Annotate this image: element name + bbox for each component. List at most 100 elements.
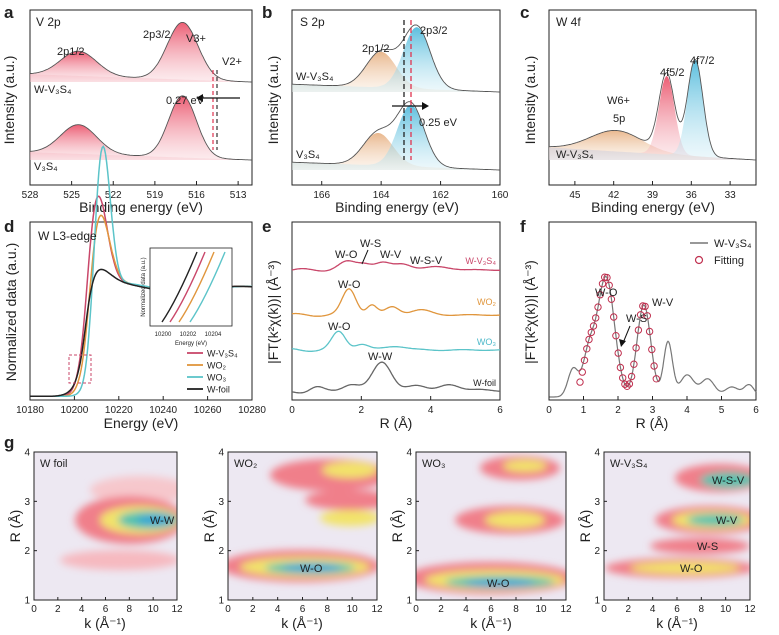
peak-fills-b [292, 27, 500, 170]
tick-label: 160 [492, 190, 509, 201]
tick-label: 2 [615, 405, 621, 416]
fit-point [607, 295, 616, 303]
x-ticks-f: 0 1 2 3 4 5 6 [546, 396, 759, 416]
tick-label: 8 [127, 604, 133, 615]
fit-point [634, 326, 643, 334]
y-axis-title-g1: R (Å) [7, 510, 23, 543]
label-4f52: 4f5/2 [660, 67, 684, 79]
series-label-e-wo3: WO₃ [477, 337, 496, 347]
series-label-b-wv3s4: W-V₃S₄ [296, 71, 334, 83]
plot-frame-b [291, 9, 501, 186]
inset-y-title: Normalized data (a.u.) [141, 257, 147, 316]
fit-point [616, 363, 625, 372]
tick-label: 12 [371, 604, 383, 615]
tick-label: 525 [63, 190, 80, 201]
panel-label-e: e [262, 217, 271, 236]
x-axis-title-e: R (Å) [380, 415, 413, 431]
tick-label: 0 [413, 604, 419, 615]
fit-point [645, 327, 654, 336]
tick-label: 6 [674, 604, 680, 615]
tick-label: 5 [719, 405, 725, 416]
tick-label: 2 [438, 604, 444, 615]
tick-label: 3 [406, 497, 412, 508]
label-v2: V2+ [222, 56, 242, 68]
envelope-V3S4 [29, 95, 252, 161]
x-axis-title-a: Binding energy (eV) [79, 199, 203, 215]
tick-label: 10 [535, 604, 547, 615]
spectrum-lines-c [549, 58, 757, 161]
y-axis-title-e: |FT(k²χ(k))| (Å⁻³) [265, 260, 281, 364]
inset-tick-label: 10200 [155, 332, 172, 338]
plot-frame-a [29, 9, 253, 186]
tick-label: 2 [359, 405, 365, 416]
label-2p12-a: 2p1/2 [57, 46, 85, 58]
inset-frame-d [149, 247, 233, 327]
tick-label: 10 [347, 604, 359, 615]
ft-line-W-foil [291, 361, 501, 394]
inset-line-W-V3S4 [169, 251, 206, 323]
peak-W-V3S4-0 [30, 51, 252, 82]
label-2p12-b: 2p1/2 [362, 43, 390, 55]
peak-fills-c [549, 59, 756, 160]
label-e-ws: W-S [360, 238, 381, 250]
tick-label: 33 [725, 190, 737, 201]
tick-label: 2 [250, 604, 256, 615]
ft-line-WO3 [291, 330, 501, 352]
fit-point [621, 380, 629, 388]
x-axis-title-g4: k (Å⁻¹) [656, 615, 698, 631]
label-4f72: 4f7/2 [690, 55, 714, 67]
ft-line-W-V3S4 [291, 260, 500, 272]
tick-label: 513 [230, 190, 247, 201]
label-5p: 5p [613, 113, 625, 125]
x-axis-title-g3: k (Å⁻¹) [470, 615, 512, 631]
y-axis-title-g2: R (Å) [201, 510, 217, 543]
peak-V3S4-1 [292, 105, 500, 170]
tick-label: 3 [24, 497, 30, 508]
panel-label-a: a [4, 3, 14, 22]
map-label-2-wo: W-O [300, 563, 323, 575]
tick-label: 10200 [60, 405, 88, 416]
panel-b: S 2p 2p1/2 2p3/2 0.25 eV W-V₃S₄ V₃S₄ 166… [265, 9, 509, 215]
tick-label: 4 [79, 604, 85, 615]
legend-label-d: WO₃ [207, 373, 226, 383]
tick-label: 4 [650, 604, 656, 615]
shift-arrowhead-a [196, 94, 203, 102]
y-axis-title-d: Normalized data (a.u.) [3, 243, 19, 382]
panel-f: W-O W-S W-V W-V₃S₄ Fitting 0 1 2 3 4 5 6 |FT(k… [522, 221, 759, 431]
tick-label: 12 [560, 604, 572, 615]
spectrum-lines-a [29, 21, 252, 161]
ft-lines-f [549, 273, 757, 398]
fit-point [580, 356, 589, 364]
fit-point [589, 322, 598, 330]
tick-label: 36 [686, 190, 698, 201]
map-label-4-wo: W-O [680, 563, 703, 575]
title-c: W 4f [556, 15, 581, 29]
panel-d: W L3-edge Normalized data (a.u.) Energy … [3, 145, 266, 431]
x-ticks-c: 45 42 39 36 33 [569, 181, 736, 201]
envelope-W-V3S4 [292, 24, 500, 93]
plot-frame-e [291, 221, 501, 401]
tick-label: 4 [218, 448, 224, 459]
map-label-4-wv: W-V [716, 515, 738, 527]
tick-label: 4 [24, 448, 30, 459]
fit-point [603, 273, 611, 282]
label-2p32-b: 2p3/2 [420, 25, 448, 37]
series-label-e-wo2: WO₂ [477, 297, 496, 307]
tick-label: 6 [103, 604, 109, 615]
tick-label: 162 [432, 190, 449, 201]
tick-label: 0 [31, 604, 37, 615]
y-axis-title-c: Intensity (a.u.) [522, 56, 538, 145]
series-label-a-wv3s4: W-V₃S₄ [34, 84, 72, 96]
tick-label: 10 [148, 604, 160, 615]
tick-label: 164 [373, 190, 390, 201]
label-e-wv: W-V [380, 249, 402, 261]
tick-label: 42 [608, 190, 620, 201]
legend-d: W-V₃S₄ WO₂ WO₃ W-foil [187, 349, 238, 395]
map-title-1: W foil [40, 458, 68, 470]
envelope-V3S4 [292, 101, 500, 171]
x-axis-title-g1: k (Å⁻¹) [84, 615, 126, 631]
shift-arrowhead-b [422, 102, 429, 110]
inset-tick-label: 10202 [180, 332, 197, 338]
tick-label: 3 [650, 405, 656, 416]
